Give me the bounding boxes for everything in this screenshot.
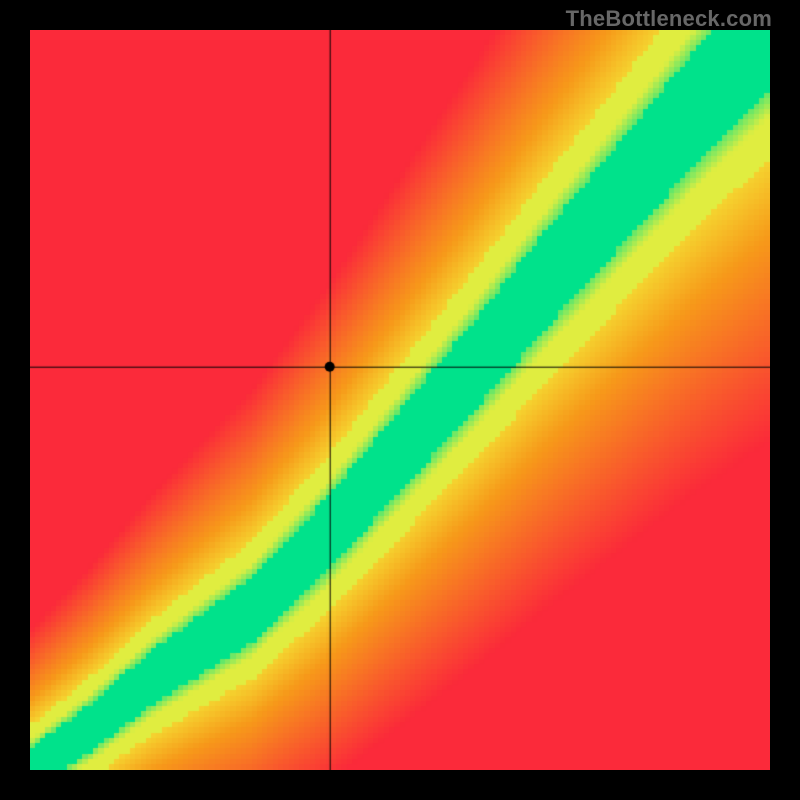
watermark-source: TheBottleneck.com — [566, 6, 772, 32]
bottleneck-heatmap — [30, 30, 770, 770]
